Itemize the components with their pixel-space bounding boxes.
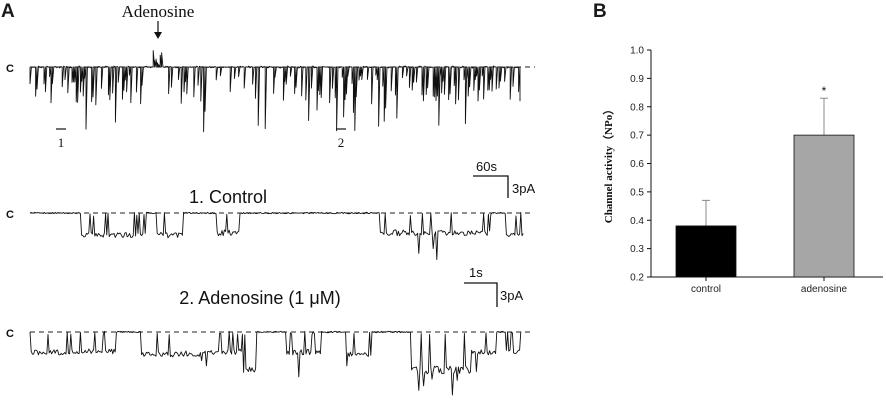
x-tick-label-adenosine: adenosine	[801, 284, 848, 295]
significance-marker: *	[822, 84, 827, 98]
y-tick-label: 0.5	[630, 187, 644, 198]
recording-trace-adenosine	[29, 330, 522, 396]
y-tick-label: 0.7	[630, 131, 644, 142]
scale-bar-bottom: 1s 3pA	[464, 265, 523, 307]
y-axis-label: Channel activity（NPo）	[602, 104, 615, 223]
y-tick-label: 0.3	[630, 244, 644, 255]
scale-bar-top: 60s 3pA	[473, 159, 535, 198]
y-tick-label: 1.0	[630, 46, 644, 57]
y-tick-label: 0.8	[630, 102, 644, 113]
bar-adenosine	[793, 134, 855, 278]
x-tick-label-control: control	[691, 284, 721, 295]
panel-b-label: B	[593, 1, 607, 22]
scale-bottom-current: 3pA	[500, 288, 523, 303]
closed-marker-top: C	[6, 63, 14, 75]
error-bar	[702, 199, 710, 226]
adenosine-arrow-label: Adenosine	[122, 2, 195, 21]
y-tick-label: 0.2	[630, 273, 644, 284]
segment-2-label: 2	[338, 135, 345, 150]
scale-top-time: 60s	[476, 159, 497, 174]
y-tick-label: 0.6	[630, 159, 644, 170]
scale-bottom-time: 1s	[469, 265, 483, 280]
bars: control adenosine *	[675, 84, 855, 295]
adenosine-arrow-icon	[154, 21, 162, 39]
y-tick-label: 0.9	[630, 74, 644, 85]
closed-marker-control: C	[6, 209, 14, 221]
bar-control	[675, 225, 737, 278]
panel-a-label: A	[1, 1, 15, 22]
closed-marker-adenosine: C	[6, 328, 14, 340]
scale-top-current: 3pA	[512, 181, 535, 196]
adenosine-trace-title: 2. Adenosine (1 μM)	[179, 288, 340, 308]
recording-trace-overview	[29, 50, 521, 133]
bar-chart: 0.2 0.3 0.4 0.5 0.6 0.7 0.8 0.9 1.0 control adeno…	[602, 46, 883, 295]
error-bar	[820, 97, 828, 136]
segment-1-label: 1	[58, 135, 65, 150]
recording-trace-control	[29, 211, 524, 260]
y-ticks: 0.2 0.3 0.4 0.5 0.6 0.7 0.8 0.9 1.0	[630, 46, 651, 284]
control-trace-title: 1. Control	[189, 187, 267, 207]
y-tick-label: 0.4	[630, 216, 644, 227]
